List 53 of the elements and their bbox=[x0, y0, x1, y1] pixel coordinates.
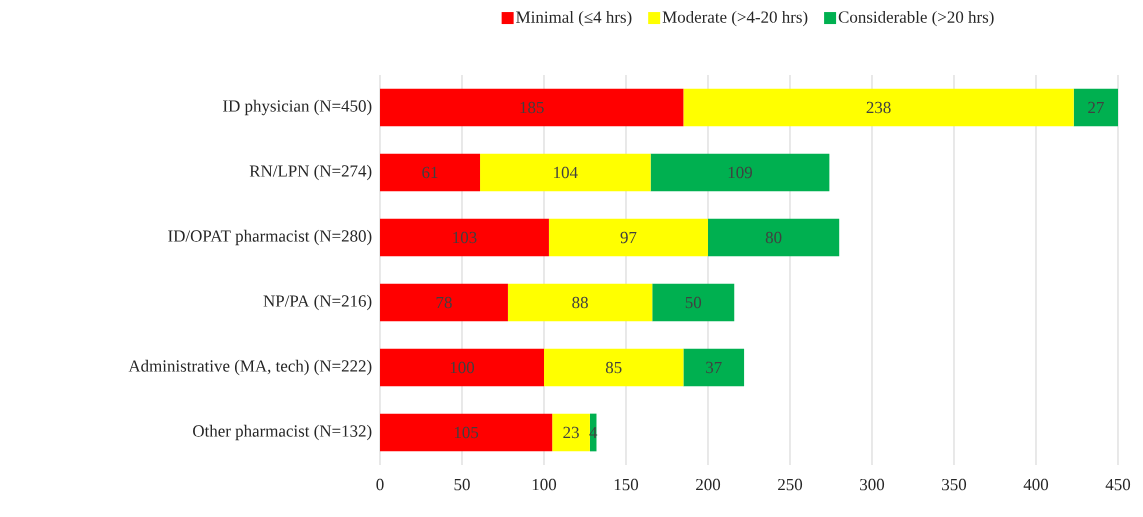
x-tick-label: 100 bbox=[532, 478, 557, 491]
bar bbox=[380, 218, 549, 257]
data-label: 85 bbox=[605, 361, 622, 374]
x-tick-label: 250 bbox=[778, 478, 803, 491]
data-label: 185 bbox=[520, 101, 544, 114]
bar bbox=[1073, 88, 1119, 127]
bar bbox=[380, 413, 553, 452]
data-label: 61 bbox=[422, 166, 438, 179]
y-tick-label: Administrative (MA, tech) (N=222) bbox=[128, 359, 372, 376]
data-label: 103 bbox=[453, 231, 477, 244]
bar bbox=[380, 153, 481, 192]
bar bbox=[708, 218, 840, 257]
bar bbox=[380, 283, 508, 322]
bar bbox=[552, 413, 590, 452]
bar bbox=[650, 153, 830, 192]
bar bbox=[480, 153, 651, 192]
data-label: 23 bbox=[563, 426, 579, 439]
bar bbox=[548, 218, 709, 257]
x-tick-label: 350 bbox=[942, 478, 967, 491]
data-label: 238 bbox=[866, 101, 891, 114]
data-label: 104 bbox=[554, 166, 578, 179]
data-label: 27 bbox=[1088, 101, 1104, 114]
x-tick-label: 400 bbox=[1023, 478, 1049, 491]
bar bbox=[507, 283, 653, 322]
y-tick-label: RN/LPN (N=274) bbox=[249, 164, 372, 181]
legend-label: Considerable (>20 hrs) bbox=[838, 10, 994, 27]
y-tick-label: ID physician (N=450) bbox=[223, 99, 372, 116]
bar bbox=[380, 88, 684, 127]
bar bbox=[652, 283, 735, 322]
data-label: 97 bbox=[620, 231, 637, 244]
bar bbox=[380, 348, 545, 387]
bar bbox=[683, 348, 745, 387]
x-tick-label: 450 bbox=[1105, 478, 1131, 491]
legend-label: Minimal (≤4 hrs) bbox=[516, 10, 632, 27]
legend-label: Moderate (>4-20 hrs) bbox=[662, 10, 808, 27]
bar bbox=[683, 88, 1074, 127]
data-label: 78 bbox=[436, 296, 452, 309]
y-tick-label: Other pharmacist (N=132) bbox=[193, 424, 372, 441]
data-label: 37 bbox=[706, 361, 722, 374]
x-tick-label: 0 bbox=[376, 478, 384, 491]
data-label: 80 bbox=[765, 231, 782, 244]
bar bbox=[544, 348, 684, 387]
data-label: 88 bbox=[572, 296, 588, 309]
x-tick-label: 300 bbox=[860, 478, 885, 491]
data-label: 100 bbox=[450, 361, 475, 374]
data-label: 105 bbox=[454, 426, 479, 439]
x-tick-label: 150 bbox=[614, 478, 639, 491]
x-tick-label: 200 bbox=[696, 478, 721, 491]
data-label: 50 bbox=[685, 296, 702, 309]
y-tick-label: ID/OPAT pharmacist (N=280) bbox=[168, 229, 372, 246]
x-tick-label: 50 bbox=[454, 478, 470, 491]
data-label: 109 bbox=[728, 166, 753, 179]
y-tick-label: NP/PA (N=216) bbox=[263, 294, 372, 311]
